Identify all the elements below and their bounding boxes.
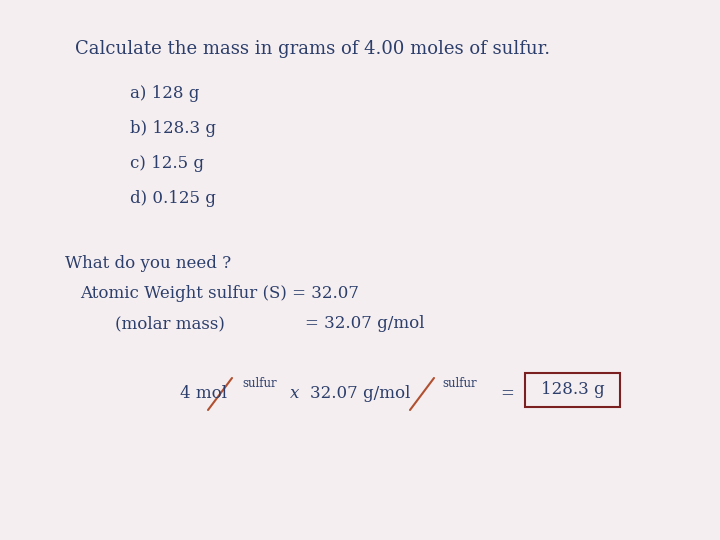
Text: (molar mass): (molar mass)	[115, 315, 225, 332]
Text: x: x	[290, 385, 300, 402]
Text: 4 mol: 4 mol	[180, 385, 227, 402]
Text: sulfur: sulfur	[242, 377, 276, 390]
Text: Calculate the mass in grams of 4.00 moles of sulfur.: Calculate the mass in grams of 4.00 mole…	[75, 40, 550, 58]
Text: d) 0.125 g: d) 0.125 g	[130, 190, 216, 207]
Text: What do you need ?: What do you need ?	[65, 255, 231, 272]
Text: 32.07 g/mol: 32.07 g/mol	[310, 385, 410, 402]
Text: sulfur: sulfur	[442, 377, 477, 390]
Text: Atomic Weight sulfur (S) = 32.07: Atomic Weight sulfur (S) = 32.07	[80, 285, 359, 302]
Text: b) 128.3 g: b) 128.3 g	[130, 120, 216, 137]
Text: = 32.07 g/mol: = 32.07 g/mol	[305, 315, 425, 332]
Text: 128.3 g: 128.3 g	[541, 381, 604, 399]
Text: =: =	[500, 385, 514, 402]
Text: a) 128 g: a) 128 g	[130, 85, 199, 102]
Text: c) 12.5 g: c) 12.5 g	[130, 155, 204, 172]
Bar	[525, 373, 620, 407]
